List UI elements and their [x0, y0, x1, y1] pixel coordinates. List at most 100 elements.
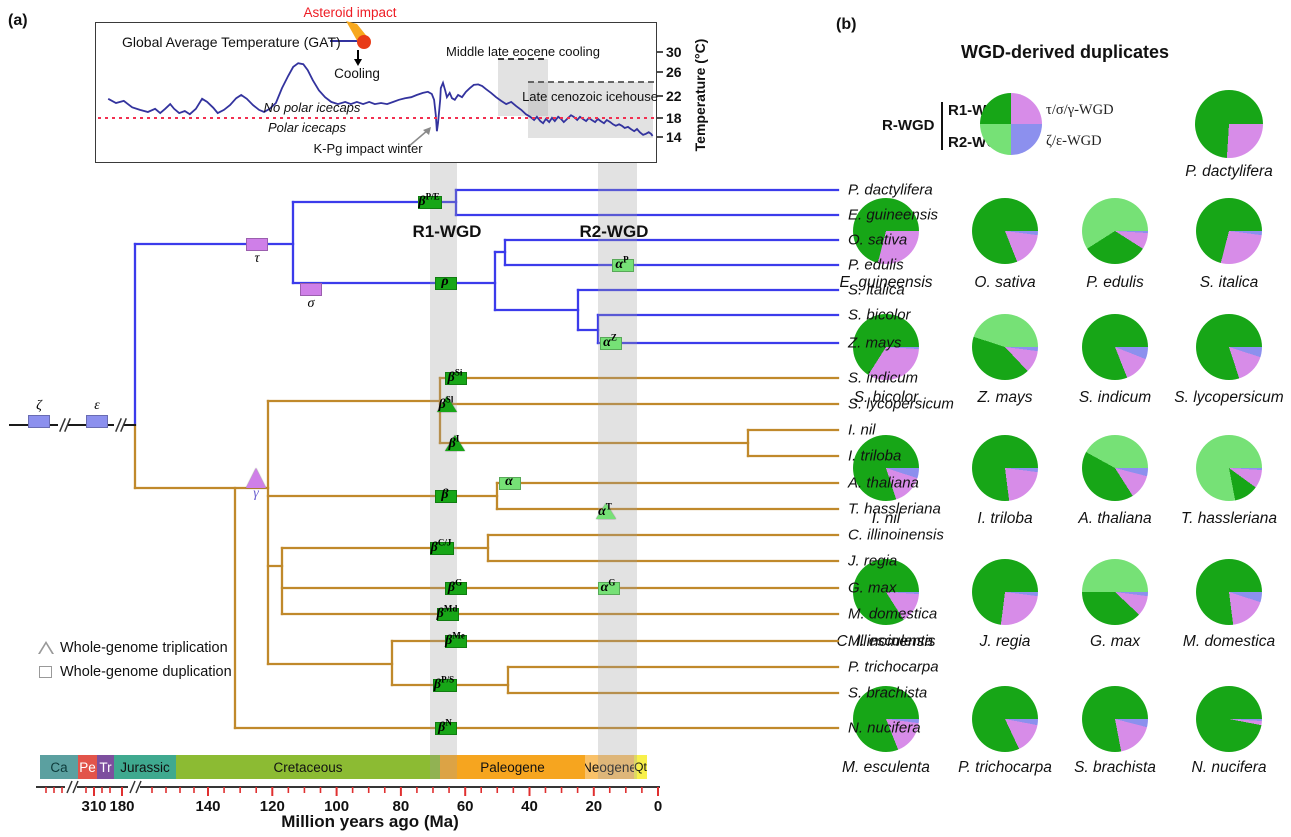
eocene-cooling-band [498, 59, 548, 116]
pie-g-max [1082, 559, 1148, 625]
period-jurassic: Jurassic [114, 755, 176, 779]
wgd-marker-rho [435, 276, 457, 290]
icehouse-band [528, 82, 653, 138]
r1-wgd-label: R1-WGD [412, 222, 482, 241]
wgd-marker-beta [435, 489, 457, 503]
wgd-marker-label-zeta: ζ [36, 397, 42, 413]
axis-tick-label: 100 [324, 798, 350, 815]
axis-tick-label: 20 [585, 798, 603, 815]
panel-a-tag: (a) [8, 12, 28, 29]
icehouse-label: Late cenozoic icehouse [522, 89, 658, 104]
pie-label: G. max [1090, 633, 1140, 650]
axis-tick-label: 60 [456, 798, 474, 815]
wgd-marker-label-bG: βG [447, 577, 463, 595]
axis-tick-label: 40 [521, 798, 538, 815]
wgd-marker-label-beta: β [441, 486, 449, 502]
wgd-marker-alpha [499, 476, 521, 490]
pie-label: S. italica [1199, 274, 1259, 291]
gat-y-axis-label: Temperature (°C) [692, 38, 708, 152]
tree-branch [64, 418, 71, 432]
pie-c-illinoinensis [853, 559, 919, 625]
pie-i-triloba [972, 435, 1038, 501]
pie-p-dactylifera [1195, 90, 1263, 158]
pie-a-thaliana [1082, 435, 1148, 501]
asteroid-impact-label: Asteroid impact [303, 5, 397, 20]
gat-chart-frame [95, 22, 657, 163]
wgd-marker-label-bN: βN [438, 717, 452, 735]
pie-label: E. guineensis [839, 274, 933, 291]
wgd-marker-bMe [445, 634, 467, 648]
wgd-marker-label-bMd: βMd [436, 603, 458, 621]
species-label: M. domestica [848, 605, 938, 623]
wgd-marker-label-bPE: βP/E [418, 191, 440, 209]
pie-p-edulis [1082, 198, 1148, 264]
pie-label: I. nil [871, 510, 901, 527]
wgd-marker-bCJ [430, 541, 454, 555]
time-axis-title: Million years ago (Ma) [281, 812, 459, 831]
species-label: O. sativa [848, 231, 908, 249]
wgd-marker-label-alpha: α [505, 473, 513, 489]
species-label: G. max [848, 579, 897, 597]
gat-y-tick: 30 [666, 44, 682, 60]
species-label: S. brachista [848, 684, 928, 702]
wgd-marker-label-sigma: σ [307, 295, 315, 311]
wgd-marker-label-tau: τ [254, 250, 260, 266]
pie-p-trichocarpa [972, 686, 1038, 752]
wgd-marker-bN [435, 721, 457, 735]
species-label: P. dactylifera [848, 181, 933, 199]
wgd-marker-tau [246, 237, 268, 251]
species-label: M. esculenta [848, 632, 934, 650]
pie-s-bicolor [853, 314, 919, 380]
period-tr: Tr [97, 755, 114, 779]
wgd-marker-bSl [437, 396, 457, 412]
pie-s-lycopersicum [1196, 314, 1262, 380]
species-label: P. trichocarpa [848, 658, 939, 676]
tsg-legend-label: τ/σ/γ-WGD [1046, 102, 1114, 118]
axis-tick-label: 120 [259, 798, 285, 815]
pie-label: P. edulis [1086, 274, 1144, 291]
kpg-arrow-icon [407, 127, 431, 148]
pie-s-brachista [1082, 686, 1148, 752]
pie-j-regia [972, 559, 1038, 625]
period-cretaceous: Cretaceous [176, 755, 440, 779]
axis-tick-label: 140 [195, 798, 221, 815]
eocene-cooling-label: Middle late eocene cooling [446, 44, 600, 59]
pie-o-sativa [972, 198, 1038, 264]
r-wgd-legend-label: R-WGD [882, 117, 935, 134]
species-label: T. hassleriana [848, 500, 941, 518]
species-label: C. illinoinensis [848, 526, 944, 544]
wgd-marker-gamma [246, 468, 266, 488]
tree-branch [59, 418, 66, 432]
gat-legend-label: Global Average Temperature (GAT) [122, 34, 341, 50]
pie-e-guineensis [853, 198, 919, 264]
gat-y-tick: 14 [666, 129, 682, 145]
no-polar-icecaps-label: No polar icecaps [263, 100, 361, 115]
wgd-marker-bG [445, 581, 467, 595]
triplication-triangle-icon [38, 641, 54, 654]
panel-b-title: WGD-derived duplicates [960, 42, 1170, 62]
pie-label: M. esculenta [842, 759, 930, 776]
species-label: Z. mays [848, 334, 902, 352]
pie-label: P. trichocarpa [958, 759, 1052, 776]
ze-legend-label: ζ/ε-WGD [1046, 133, 1102, 149]
species-label: E. guineensis [848, 206, 939, 224]
species-label: A. thaliana [848, 474, 919, 492]
asteroid-comet-icon [346, 21, 371, 49]
wgd-marker-label-bI: βI [448, 433, 460, 451]
wgd-marker-label-aP: αP [615, 254, 629, 272]
species-label: S. indicum [848, 369, 919, 387]
pie-label: I. triloba [977, 510, 1033, 527]
wgd-marker-label-bSi: βSi [447, 367, 463, 385]
pie-n-nucifera [1196, 686, 1262, 752]
triplication-legend-label: Whole-genome triplication [60, 640, 228, 656]
gat-y-tick: 22 [666, 88, 682, 104]
wgd-marker-label-bSl: βSl [438, 394, 454, 412]
pie-label: S. bicolor [853, 389, 919, 406]
cooling-label: Cooling [334, 66, 380, 81]
pie-label: A. thaliana [1078, 510, 1152, 527]
species-label: N. nucifera [848, 719, 921, 737]
duplication-square-icon [39, 666, 52, 678]
